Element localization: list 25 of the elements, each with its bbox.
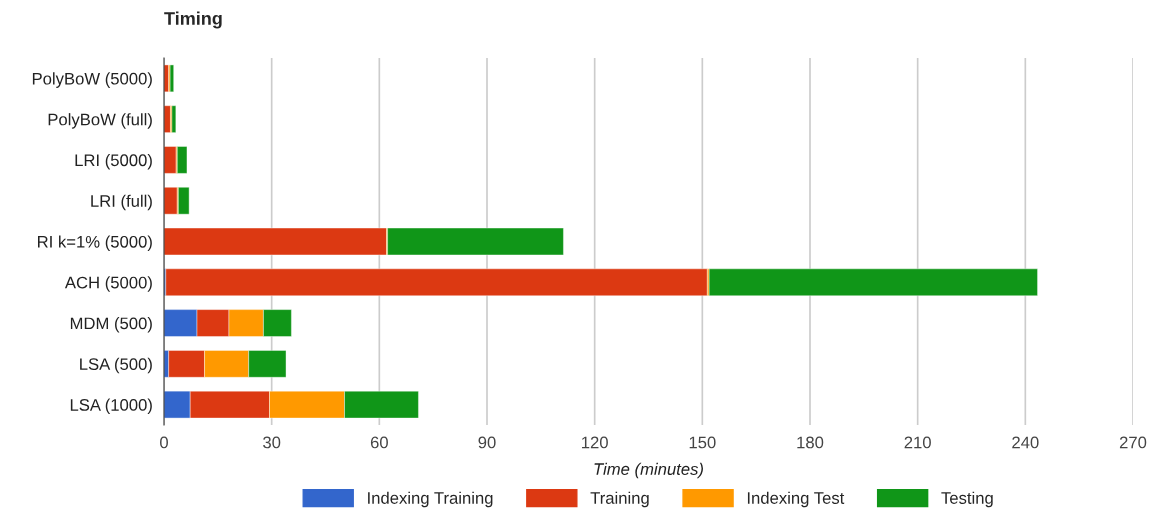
y-tick-label: RI k=1% (5000) — [38, 235, 152, 251]
legend-label: Indexing Training — [368, 491, 493, 508]
x-tick-label: 0 — [160, 436, 168, 449]
x-tick-label: 60 — [370, 436, 388, 449]
y-tick-label: ACH (5000) — [64, 276, 152, 292]
y-tick-label: MDM (500) — [70, 317, 152, 333]
y-tick-label: LRI (full) — [91, 194, 152, 211]
x-tick-label: 210 — [904, 436, 931, 449]
legend-label: Indexing Test — [747, 491, 845, 508]
y-tick-label: LRI (5000) — [75, 153, 152, 170]
y-tick-label: PolyBoW (full) — [48, 113, 152, 129]
x-tick-label: 240 — [1012, 436, 1039, 449]
x-tick-label: 150 — [689, 436, 716, 449]
legend-label: Training — [590, 491, 649, 508]
x-tick-label: 180 — [797, 436, 824, 449]
x-tick-label: 30 — [263, 436, 281, 449]
y-tick-label: LSA (1000) — [70, 398, 152, 415]
y-tick-label: LSA (500) — [80, 357, 152, 374]
legend-label: Testing — [941, 491, 993, 508]
y-tick-label: PolyBoW (5000) — [32, 72, 152, 88]
x-tick-label: 120 — [582, 436, 608, 449]
chart-title: Timing — [164, 11, 222, 29]
x-tick-label: 270 — [1119, 436, 1147, 449]
x-axis-title: Time (minutes) — [594, 462, 703, 479]
x-tick-label: 90 — [478, 436, 496, 449]
